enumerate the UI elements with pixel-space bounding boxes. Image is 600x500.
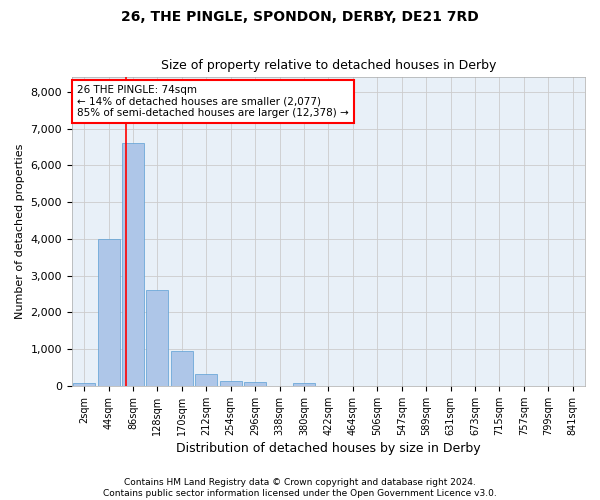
Bar bbox=[122, 144, 144, 386]
Bar bbox=[293, 383, 315, 386]
Bar bbox=[244, 382, 266, 386]
Bar bbox=[171, 351, 193, 386]
Bar bbox=[98, 239, 119, 386]
Bar bbox=[195, 374, 217, 386]
Text: 26, THE PINGLE, SPONDON, DERBY, DE21 7RD: 26, THE PINGLE, SPONDON, DERBY, DE21 7RD bbox=[121, 10, 479, 24]
Title: Size of property relative to detached houses in Derby: Size of property relative to detached ho… bbox=[161, 59, 496, 72]
Y-axis label: Number of detached properties: Number of detached properties bbox=[15, 144, 25, 320]
X-axis label: Distribution of detached houses by size in Derby: Distribution of detached houses by size … bbox=[176, 442, 481, 455]
Bar bbox=[73, 383, 95, 386]
Bar bbox=[146, 290, 169, 386]
Text: Contains HM Land Registry data © Crown copyright and database right 2024.
Contai: Contains HM Land Registry data © Crown c… bbox=[103, 478, 497, 498]
Bar bbox=[220, 381, 242, 386]
Text: 26 THE PINGLE: 74sqm
← 14% of detached houses are smaller (2,077)
85% of semi-de: 26 THE PINGLE: 74sqm ← 14% of detached h… bbox=[77, 85, 349, 118]
